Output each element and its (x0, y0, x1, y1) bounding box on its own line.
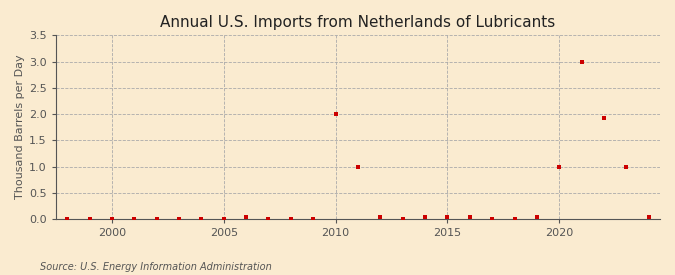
Point (599, 116, 610, 120)
Point (464, 215, 475, 220)
Title: Annual U.S. Imports from Netherlands of Lubricants: Annual U.S. Imports from Netherlands of … (161, 15, 556, 30)
Point (420, 215, 431, 220)
Point (621, 164, 632, 169)
Point (442, 215, 453, 220)
Point (107, 217, 117, 221)
Point (286, 217, 296, 221)
Point (398, 217, 408, 221)
Point (218, 217, 229, 221)
Point (241, 215, 252, 220)
Point (39, 217, 50, 221)
Point (196, 217, 207, 221)
Point (263, 217, 274, 221)
Point (643, 215, 654, 220)
Point (330, 112, 341, 116)
Point (173, 217, 184, 221)
Point (151, 217, 162, 221)
Point (308, 217, 319, 221)
Point (61, 217, 72, 221)
Point (84, 217, 95, 221)
Text: Source: U.S. Energy Information Administration: Source: U.S. Energy Information Administ… (40, 262, 272, 272)
Point (487, 217, 497, 221)
Point (531, 215, 542, 220)
Point (554, 164, 565, 169)
Y-axis label: Thousand Barrels per Day: Thousand Barrels per Day (15, 55, 25, 199)
Point (375, 215, 385, 220)
Point (352, 164, 363, 169)
Point (509, 217, 520, 221)
Point (576, 59, 587, 64)
Point (129, 217, 140, 221)
